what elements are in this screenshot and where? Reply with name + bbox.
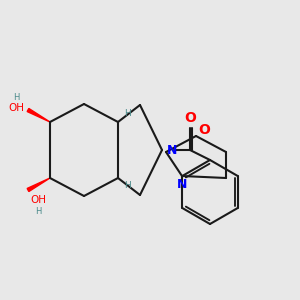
Text: N: N xyxy=(177,178,187,191)
Text: H: H xyxy=(124,182,131,190)
Polygon shape xyxy=(27,178,50,191)
Text: H: H xyxy=(124,110,131,118)
Text: H: H xyxy=(35,206,41,215)
Text: OH: OH xyxy=(30,195,46,205)
Text: H: H xyxy=(13,94,19,103)
Text: O: O xyxy=(184,111,196,125)
Text: N: N xyxy=(167,143,177,157)
Text: O: O xyxy=(198,123,210,137)
Text: OH: OH xyxy=(8,103,24,113)
Polygon shape xyxy=(27,109,50,122)
